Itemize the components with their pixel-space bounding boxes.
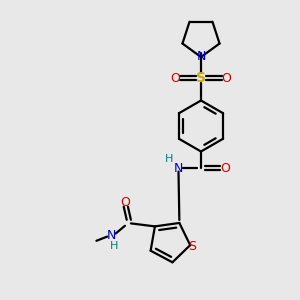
Text: H: H [110, 241, 118, 251]
Text: H: H [165, 154, 174, 164]
Text: S: S [189, 240, 196, 253]
Text: O: O [220, 161, 230, 175]
Text: N: N [196, 50, 206, 64]
Text: N: N [107, 229, 116, 242]
Text: O: O [120, 196, 130, 209]
Text: N: N [174, 161, 183, 175]
Text: S: S [196, 71, 206, 85]
Text: O: O [171, 71, 180, 85]
Text: O: O [222, 71, 231, 85]
